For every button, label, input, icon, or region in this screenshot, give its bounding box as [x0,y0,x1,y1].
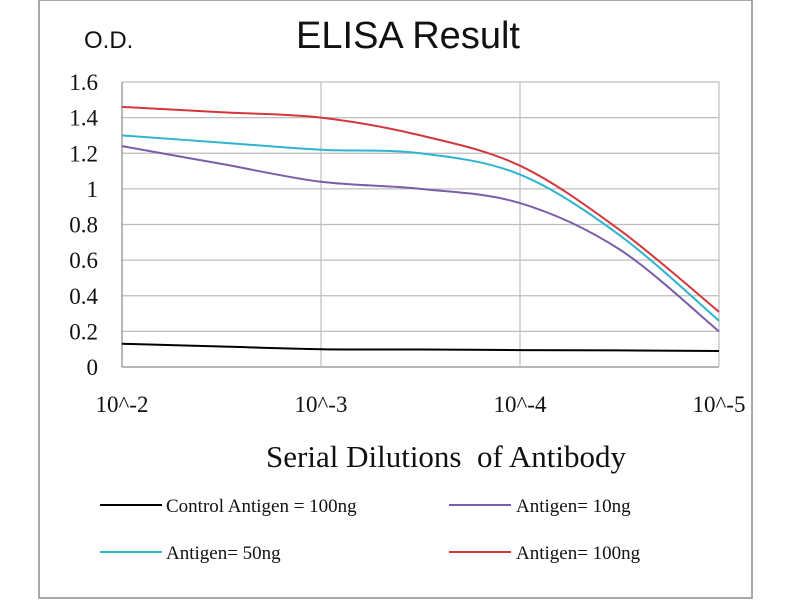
y-tick-label: 0.6 [69,248,98,273]
y-tick-label: 1.6 [69,70,98,95]
x-tick-label: 10^-4 [494,392,547,417]
y-tick-label: 1 [87,177,99,202]
chart-frame [38,0,753,599]
y-tick-label: 1.2 [69,141,98,166]
y-tick-label: 0.2 [69,319,98,344]
legend-label-1: Antigen= 10ng [516,496,631,517]
x-tick-label: 10^-5 [693,392,746,417]
y-axis-title: O.D. [84,27,133,54]
legend-label-3: Antigen= 100ng [516,543,641,564]
chart-title: ELISA Result [296,15,520,57]
x-tick-label: 10^-2 [96,392,149,417]
y-tick-labels: 0 0.2 0.4 0.6 0.8 1 1.2 1.4 1.6 [69,70,98,380]
legend-label-0: Control Antigen = 100ng [166,496,357,517]
series-lines [121,105,720,352]
legend-label-2: Antigen= 50ng [166,543,281,564]
x-tick-labels: 10^-2 10^-3 10^-4 10^-5 [96,392,746,417]
series-line-3 [121,105,720,313]
series-line-2 [121,134,720,322]
y-tick-label: 0.4 [69,284,98,309]
x-axis-title: Serial Dilutions of Antibody [266,439,626,474]
series-line-0 [121,342,720,352]
y-tick-label: 1.4 [69,106,98,131]
series-line-1 [121,145,720,333]
legend: Control Antigen = 100ng Antigen= 10ng Anti… [100,496,641,564]
y-tick-label: 0.8 [69,213,98,238]
x-tick-label: 10^-3 [295,392,348,417]
y-tick-label: 0 [87,355,99,380]
